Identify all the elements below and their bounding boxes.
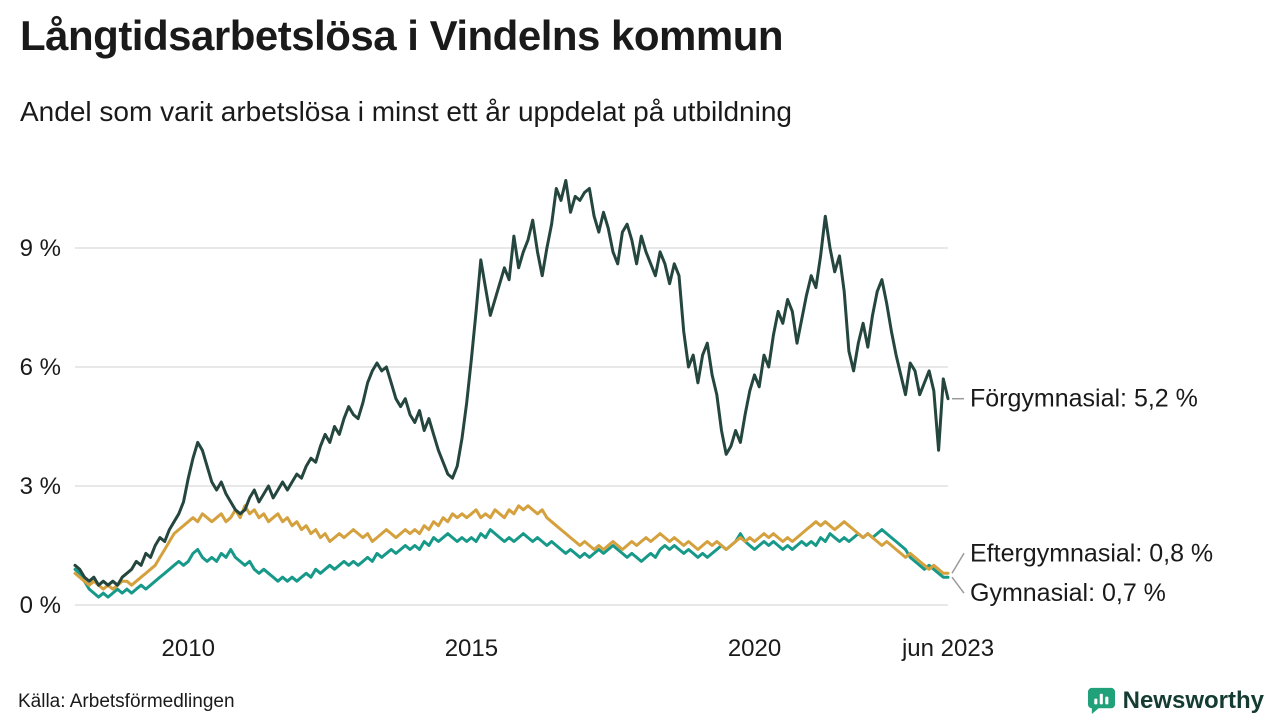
chart-subtitle: Andel som varit arbetslösa i minst ett å… xyxy=(20,96,792,127)
chart-title: Långtidsarbetslösa i Vindelns kommun xyxy=(20,12,784,59)
svg-text:9 %: 9 % xyxy=(20,235,61,262)
svg-text:6 %: 6 % xyxy=(20,354,61,381)
svg-text:2010: 2010 xyxy=(162,635,215,662)
svg-text:Gymnasial: 0,7 %: Gymnasial: 0,7 % xyxy=(970,579,1166,607)
newsworthy-logo-icon xyxy=(1087,686,1116,715)
svg-text:2015: 2015 xyxy=(445,635,498,662)
svg-text:Förgymnasial: 5,2 %: Förgymnasial: 5,2 % xyxy=(970,385,1198,413)
newsworthy-logo-text: Newsworthy xyxy=(1122,686,1264,714)
svg-text:2020: 2020 xyxy=(728,635,781,662)
svg-text:jun 2023: jun 2023 xyxy=(901,635,994,662)
source-text: Källa: Arbetsförmedlingen xyxy=(18,691,235,712)
svg-text:3 %: 3 % xyxy=(20,473,61,500)
newsworthy-logo: Newsworthy xyxy=(1087,686,1264,715)
svg-text:Eftergymnasial: 0,8 %: Eftergymnasial: 0,8 % xyxy=(970,539,1213,567)
svg-text:0 %: 0 % xyxy=(20,592,61,619)
